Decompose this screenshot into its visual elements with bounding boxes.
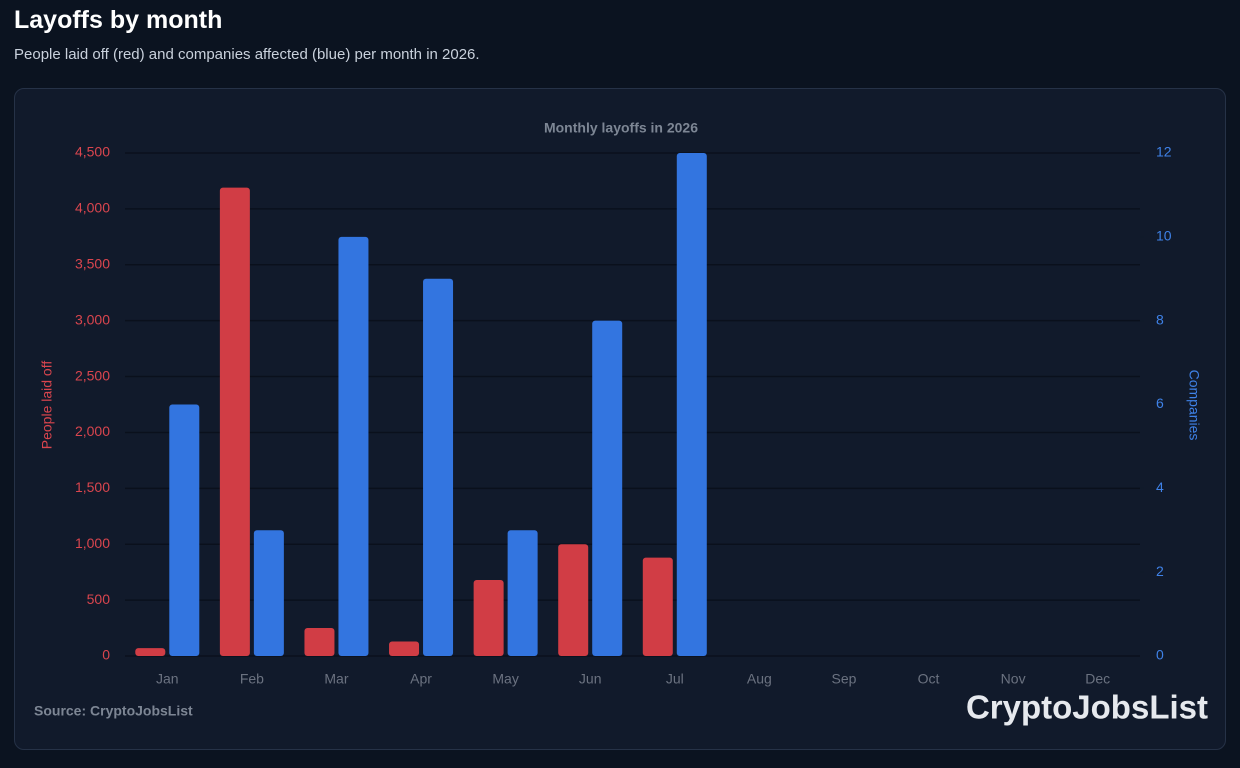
x-tick-label: Feb (240, 671, 264, 687)
chart-title: Monthly layoffs in 2026 (544, 120, 698, 136)
y-tick-label: 3,000 (75, 311, 110, 327)
y2-tick-label: 4 (1156, 479, 1164, 495)
y2-tick-label: 6 (1156, 395, 1164, 411)
bar (253, 530, 284, 656)
x-tick-label: Oct (918, 671, 940, 687)
y2-tick-label: 2 (1156, 563, 1164, 579)
bar (423, 278, 454, 656)
x-tick-label: Jul (666, 671, 684, 687)
x-tick-label: Dec (1085, 671, 1110, 687)
x-tick-label: Apr (410, 671, 432, 687)
x-tick-label: Mar (324, 671, 348, 687)
y2-axis-label: Companies (1186, 370, 1202, 441)
y-tick-label: 3,500 (75, 255, 110, 271)
y-tick-label: 2,000 (75, 423, 110, 439)
y2-tick-label: 10 (1156, 228, 1172, 244)
y-tick-label: 1,500 (75, 479, 110, 495)
x-tick-label: Sep (831, 671, 856, 687)
bar (389, 641, 420, 656)
y-tick-label: 4,000 (75, 200, 110, 216)
page-title: Layoffs by month (14, 6, 223, 34)
y-tick-label: 0 (102, 647, 110, 663)
y-tick-label: 2,500 (75, 367, 110, 383)
bar (169, 404, 200, 656)
y2-tick-label: 12 (1156, 144, 1172, 160)
bar (592, 320, 623, 656)
bar (135, 648, 166, 656)
x-tick-label: Jun (579, 671, 602, 687)
bar (219, 187, 250, 656)
bar (338, 236, 369, 657)
x-tick-label: Jan (156, 671, 179, 687)
bar (676, 153, 707, 656)
y2-tick-label: 0 (1156, 647, 1164, 663)
y-axis-label: People laid off (39, 361, 55, 450)
source: Source: CryptoJobsList (34, 703, 193, 719)
x-tick-label: May (492, 671, 518, 687)
bar (558, 544, 589, 656)
brand-logo: CryptoJobsList (966, 689, 1208, 726)
bar (507, 530, 538, 656)
x-tick-label: Aug (747, 671, 772, 687)
y-tick-label: 500 (87, 591, 111, 607)
y2-tick-label: 8 (1156, 311, 1164, 327)
y-tick-label: 4,500 (75, 144, 110, 160)
y-tick-label: 1,000 (75, 535, 110, 551)
x-tick-label: Nov (1001, 671, 1026, 687)
bar (304, 628, 335, 656)
page-subtitle: People laid off (red) and companies affe… (14, 46, 480, 63)
bar (642, 557, 673, 656)
bar (473, 579, 504, 656)
